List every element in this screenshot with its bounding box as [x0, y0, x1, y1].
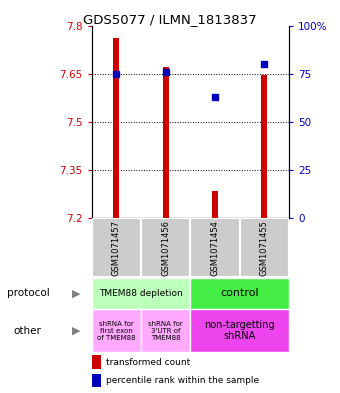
Bar [92, 374, 101, 387]
Bar [92, 278, 190, 309]
Bar [141, 309, 190, 352]
Text: GSM1071454: GSM1071454 [210, 220, 220, 275]
Bar [190, 218, 240, 277]
Text: TMEM88 depletion: TMEM88 depletion [99, 289, 183, 298]
Text: ▶: ▶ [72, 325, 81, 336]
Text: protocol: protocol [7, 288, 50, 298]
Text: shRNA for
first exon
of TMEM88: shRNA for first exon of TMEM88 [97, 321, 136, 340]
Text: GDS5077 / ILMN_1813837: GDS5077 / ILMN_1813837 [83, 13, 257, 26]
Text: control: control [220, 288, 259, 298]
Text: GSM1071457: GSM1071457 [112, 220, 121, 275]
Bar [190, 309, 289, 352]
Text: GSM1071456: GSM1071456 [161, 220, 170, 275]
Bar [92, 355, 101, 369]
Text: non-targetting
shRNA: non-targetting shRNA [204, 320, 275, 341]
Bar [212, 191, 218, 218]
Bar [261, 75, 267, 218]
Bar [141, 218, 190, 277]
Bar [240, 218, 289, 277]
Bar [190, 278, 289, 309]
Text: GSM1071455: GSM1071455 [260, 220, 269, 275]
Bar [92, 218, 141, 277]
Bar [92, 309, 141, 352]
Text: percentile rank within the sample: percentile rank within the sample [106, 376, 259, 386]
Text: shRNA for
3'UTR of
TMEM88: shRNA for 3'UTR of TMEM88 [148, 321, 183, 340]
Bar [163, 67, 169, 218]
Text: ▶: ▶ [72, 288, 81, 298]
Text: other: other [14, 325, 41, 336]
Text: transformed count: transformed count [106, 358, 190, 367]
Bar [114, 39, 119, 218]
